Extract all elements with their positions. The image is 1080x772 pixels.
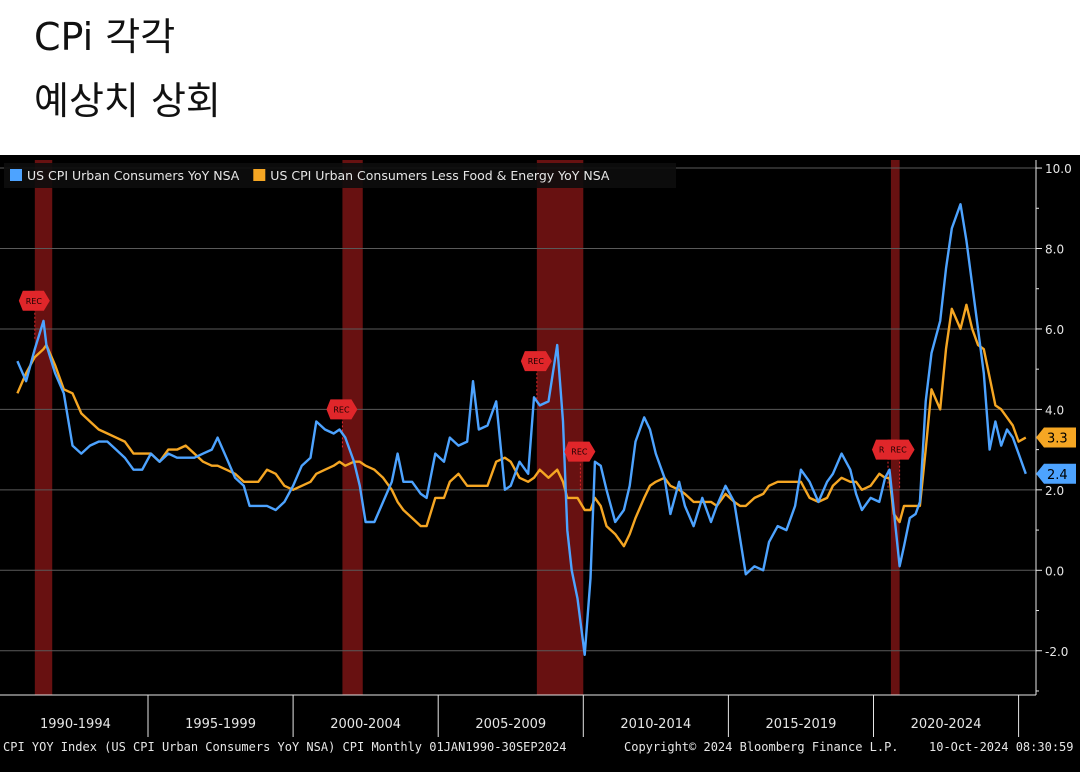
legend-swatch-1 — [253, 169, 266, 181]
series-line-headline-cpi — [16, 203, 1027, 656]
recession-band-0 — [34, 160, 53, 695]
y-tick-label-3: 4.0 — [1045, 403, 1064, 417]
recession-band-1 — [342, 160, 363, 695]
rec-marker-shape — [520, 351, 552, 372]
y-tick-label-0: -2.0 — [1045, 645, 1068, 659]
last-value-tag-shape — [1036, 427, 1076, 448]
x-period-label-3: 2005-2009 — [475, 717, 546, 732]
footer-copyright: Copyright© 2024 Bloomberg Finance L.P. — [624, 740, 899, 754]
series-line-core-cpi — [16, 303, 1027, 548]
x-period-label-1: 1995-1999 — [185, 717, 256, 732]
rec-marker-shape — [883, 439, 915, 460]
rec-marker-1: REC — [326, 399, 358, 420]
y-tick-label-6: 10.0 — [1045, 162, 1072, 176]
rec-marker-5: REC — [883, 439, 915, 460]
x-period-label-5: 2015-2019 — [766, 717, 837, 732]
legend-swatch-0 — [10, 169, 22, 181]
last-value-tag-label: 2.4 — [1047, 468, 1068, 483]
chart-legend: US CPI Urban Consumers YoY NSA US CPI Urb… — [4, 163, 676, 188]
x-period-label-6: 2020-2024 — [911, 717, 982, 732]
last-value-tag-shape — [1036, 463, 1076, 484]
y-tick-label-4: 6.0 — [1045, 323, 1064, 337]
rec-marker-label: REC — [333, 405, 350, 414]
page-title-line2: 예상치 상회 — [34, 79, 221, 123]
y-tick-label-1: 0.0 — [1045, 564, 1064, 578]
x-period-label-0: 1990-1994 — [40, 717, 111, 732]
rec-marker-shape — [18, 290, 50, 311]
rec-marker-label: REC — [26, 297, 43, 306]
rec-marker-3: REC — [564, 441, 596, 462]
last-value-tag-0: 3.3 — [1036, 427, 1076, 448]
legend-label-1: US CPI Urban Consumers Less Food & Energ… — [270, 168, 610, 183]
rec-marker-shape — [564, 441, 596, 462]
recession-band-2 — [536, 160, 584, 695]
last-value-tag-1: 2.4 — [1036, 463, 1076, 484]
rec-marker-label: REC — [891, 446, 908, 455]
rec-marker-2: REC — [520, 351, 552, 372]
page-title-line1: CPi 각각 — [34, 15, 176, 59]
last-value-tag-label: 3.3 — [1047, 432, 1068, 447]
x-period-label-4: 2010-2014 — [620, 717, 691, 732]
rec-marker-shape — [326, 399, 358, 420]
y-tick-label-5: 8.0 — [1045, 242, 1064, 256]
rec-marker-label: REC — [528, 357, 545, 366]
legend-label-0: US CPI Urban Consumers YoY NSA — [27, 168, 240, 183]
chart-panel: -2.0 0.0 2.0 4.0 6.0 8.0 10.0 1990-1994 1995-199… — [0, 155, 1080, 772]
legend-background — [4, 163, 676, 188]
cpi-chart: -2.0 0.0 2.0 4.0 6.0 8.0 10.0 1990-1994 1995-199… — [0, 160, 1076, 737]
rec-marker-0: REC — [18, 290, 50, 311]
x-period-label-2: 2000-2004 — [330, 717, 401, 732]
y-tick-label-2: 2.0 — [1045, 484, 1064, 498]
recession-band-3 — [890, 160, 900, 695]
rec-marker-label: REC — [571, 448, 588, 457]
footer-index-info: CPI YOY Index (US CPI Urban Consumers Yo… — [3, 740, 567, 754]
footer-timestamp: 10-Oct-2024 08:30:59 — [929, 740, 1074, 754]
